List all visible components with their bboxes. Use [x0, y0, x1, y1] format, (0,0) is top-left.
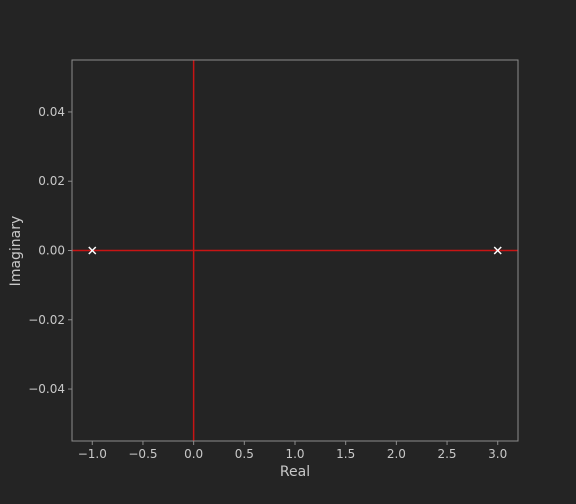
- x-tick-label: 2.5: [437, 447, 456, 461]
- x-tick-label: 2.0: [387, 447, 406, 461]
- pole-marker: [88, 246, 97, 255]
- x-tick-label: 1.0: [285, 447, 304, 461]
- y-tick-label: 0.02: [38, 174, 65, 188]
- y-tick-label: −0.02: [28, 313, 65, 327]
- x-tick-label: 1.5: [336, 447, 355, 461]
- plot-frame: [71, 59, 519, 442]
- x-tick-label: −0.5: [128, 447, 157, 461]
- y-axis-label: Imaginary: [8, 216, 24, 287]
- pole-marker: [493, 246, 502, 255]
- x-tick-label: 0.5: [235, 447, 254, 461]
- x-tick-label: 0.0: [184, 447, 203, 461]
- x-axis-label: Real: [280, 464, 310, 480]
- y-tick-label: 0.00: [38, 244, 65, 258]
- x-tick-label: 3.0: [488, 447, 507, 461]
- y-tick-label: −0.04: [28, 382, 65, 396]
- x-tick-label: −1.0: [78, 447, 107, 461]
- y-tick-label: 0.04: [38, 105, 65, 119]
